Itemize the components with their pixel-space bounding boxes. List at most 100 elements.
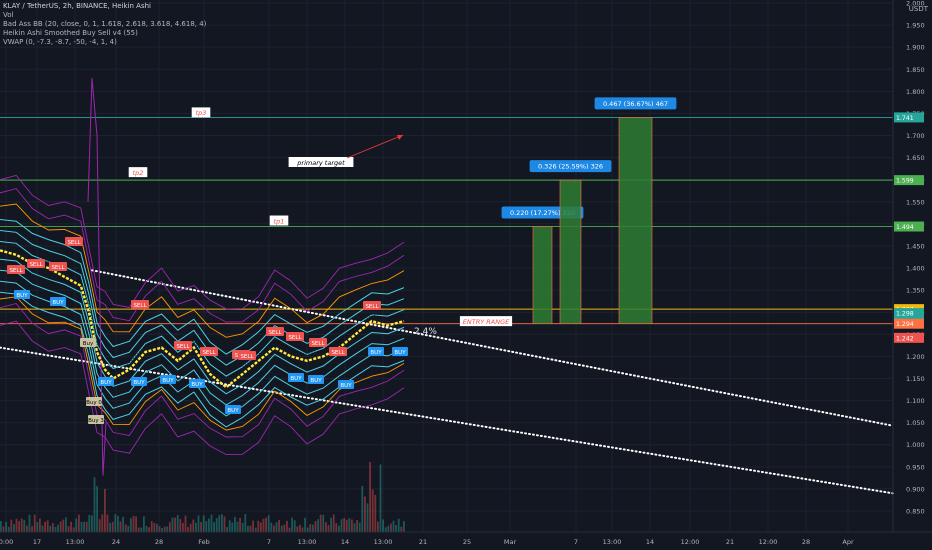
buy-tag: BUY (290, 376, 302, 382)
buy-tag: BUY (191, 382, 203, 388)
band-purple (0, 174, 405, 310)
sell-tag-bg (286, 332, 304, 341)
y-tick-label: 1.050 (906, 419, 925, 427)
y-tick-label: 0.850 (906, 508, 925, 516)
indicator-bb[interactable]: Bad Ass BB (20, close, 0, 1, 1.618, 2.61… (3, 20, 207, 28)
volume-bar (218, 515, 221, 532)
buy-tag-bg (392, 347, 408, 356)
band-cyan (0, 269, 405, 406)
volume-bar (249, 525, 252, 532)
horizontal-levels (0, 116, 893, 325)
indicator-vol[interactable]: Vol (3, 11, 14, 19)
buy-tag: BUY (394, 350, 406, 356)
band-cyan (0, 230, 405, 366)
volume-bar (340, 519, 343, 532)
volume-bar (332, 514, 335, 532)
volume-bar (291, 517, 293, 532)
volume-bar (137, 527, 140, 532)
indicator-heikin[interactable]: Heikin Ashi Smoothed Buy Sell v4 (55) (3, 29, 138, 37)
sell-tag: SELL (268, 330, 282, 336)
buy-tag-bg (50, 297, 66, 306)
sell-tag-bg (238, 351, 256, 360)
buy-tag-bg (160, 375, 176, 384)
band-cyan (0, 258, 405, 395)
volume-bar (117, 515, 119, 532)
volume-bar (210, 514, 213, 532)
band-purple (0, 188, 405, 323)
volume-bar (374, 494, 377, 532)
buy-label: Buy (83, 341, 94, 347)
tp1-label-bg (269, 215, 289, 226)
x-axis[interactable]: 0:00 17 13:00 24 28 Feb 7 13:00 14 13:00 21 25 Mar 7 1… (0, 531, 932, 546)
y-tick-label: 1.550 (906, 198, 925, 206)
volume-bar (366, 503, 369, 532)
volume-bar (70, 521, 72, 532)
buy-tag-bg (368, 347, 384, 356)
volume-bar (273, 525, 275, 532)
volume-bar (85, 521, 88, 532)
volume-bar (392, 520, 395, 532)
volume-bars (0, 461, 405, 532)
tp2-label-bg (128, 167, 148, 178)
y-axis[interactable]: 2.0001.9501.9001.8501.8001.7501.7001.650… (892, 0, 925, 532)
volume-bar (26, 525, 28, 532)
volume-bar (2, 526, 5, 532)
tp1-label: tp1 (274, 217, 285, 225)
primary-target-label: primary target (296, 159, 345, 167)
x-tick-label: 7 (267, 538, 271, 546)
volume-bar (184, 515, 187, 532)
volume-bar (10, 519, 13, 532)
price-tag: 1.599 (896, 178, 914, 185)
volume-bar (390, 523, 392, 532)
primary-target-arrow (346, 134, 404, 159)
volume-bar (174, 517, 176, 532)
y-tick-label: 1.350 (906, 287, 925, 295)
volume-bar (7, 526, 10, 532)
price-tag-bg (894, 221, 924, 232)
volume-bar (296, 526, 299, 532)
y-tick-label: 1.450 (906, 242, 925, 250)
volume-bar (98, 519, 101, 532)
y-tick-label: 0.950 (906, 463, 925, 471)
buy-tag: BUY (162, 378, 174, 384)
volume-bar (223, 516, 226, 532)
volume-bar (135, 516, 137, 532)
volume-bar (189, 523, 192, 532)
sell-tag-bg (65, 237, 83, 246)
price-tag: 1.294 (896, 321, 914, 328)
price-tag: 1.494 (896, 224, 914, 231)
volume-bar (221, 514, 223, 532)
volume-bar (104, 488, 106, 532)
volume-bar (80, 521, 83, 532)
buy-tag: BUY (100, 380, 112, 386)
upper-trend-line (91, 269, 894, 427)
band-purple (0, 302, 405, 438)
buy-tag-bg (288, 373, 304, 382)
volume-bar (208, 518, 210, 532)
volume-bar (317, 519, 319, 532)
volume-bar (78, 514, 80, 532)
price-tag-bg (894, 332, 924, 343)
x-tick-label: 13:00 (298, 538, 317, 546)
y-tick-label: 1.950 (906, 22, 925, 30)
volume-bar (148, 527, 150, 532)
volume-bar (280, 525, 283, 532)
pct-change-label: 2.4% (414, 327, 437, 337)
volume-bar (72, 527, 75, 532)
volume-bar (23, 520, 26, 532)
volume-bar (395, 524, 397, 532)
volume-bar (109, 522, 111, 532)
sell-tag-bg (329, 347, 347, 356)
volume-bar (145, 525, 148, 532)
volume-bar (44, 521, 46, 532)
volume-bar (236, 521, 239, 532)
indicator-vwap[interactable]: VWAP (0, -7.3, -8.7, -50, -4, 1, 4) (3, 38, 117, 46)
price-tag: 1.298 (896, 311, 914, 318)
volume-bar (195, 522, 197, 532)
projection-box (532, 226, 553, 325)
volume-bar (348, 518, 351, 532)
bollinger-bands (0, 78, 405, 476)
sell-tag-bg (49, 262, 67, 271)
symbol-title[interactable]: KLAY / TetherUS, 2h, BINANCE, Heikin Ash… (3, 2, 151, 10)
